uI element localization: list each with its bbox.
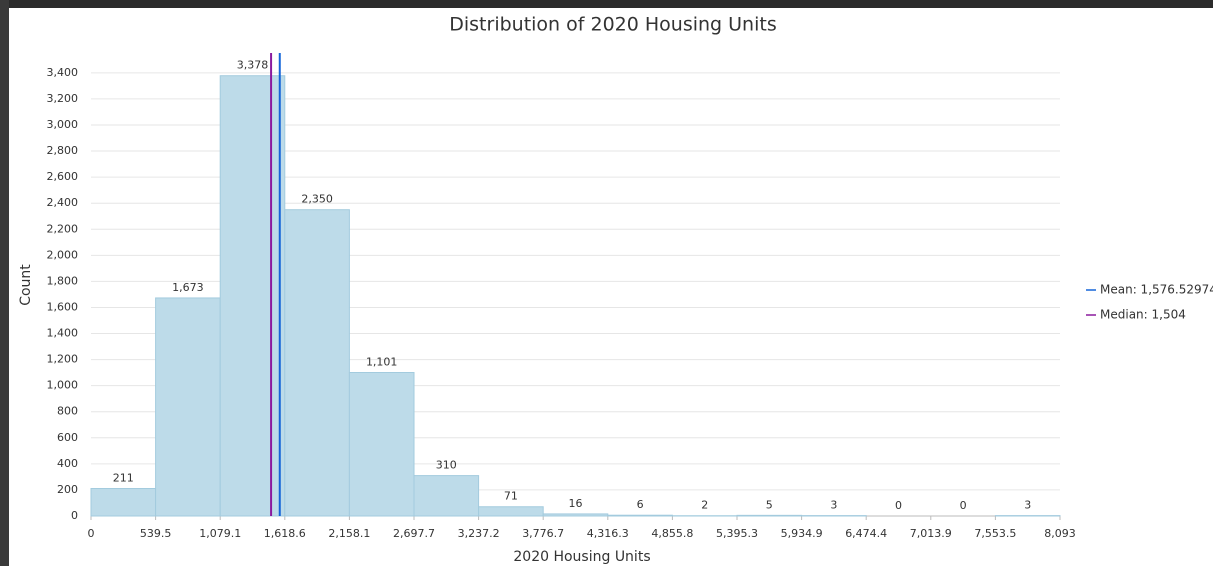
x-tick-label: 3,237.2 xyxy=(458,527,500,540)
value-label: 211 xyxy=(113,471,134,484)
bar xyxy=(90,487,157,517)
bar xyxy=(284,209,350,517)
y-tick-label: 200 xyxy=(57,483,78,496)
value-label: 3,378 xyxy=(237,59,269,72)
x-tick-label: 5,934.9 xyxy=(781,527,823,540)
value-label: 0 xyxy=(895,499,902,512)
x-tick-label: 3,776.7 xyxy=(522,527,564,540)
value-label: 71 xyxy=(504,490,518,503)
y-tick-label: 800 xyxy=(57,405,78,418)
y-tick-label: 2,000 xyxy=(47,248,79,261)
window-left-edge xyxy=(0,0,9,566)
x-tick-label: 7,553.5 xyxy=(974,527,1016,540)
value-label: 0 xyxy=(960,499,967,512)
y-tick-label: 3,000 xyxy=(47,118,79,131)
y-tick-label: 2,800 xyxy=(47,144,79,157)
y-tick-label: 1,200 xyxy=(47,353,79,366)
x-tick-label: 4,316.3 xyxy=(587,527,629,540)
bar xyxy=(478,506,544,517)
y-tick-label: 2,600 xyxy=(47,170,79,183)
x-tick-label: 1,079.1 xyxy=(199,527,241,540)
y-tick-label: 1,400 xyxy=(47,327,79,340)
y-tick-label: 1,600 xyxy=(47,300,79,313)
value-label: 2 xyxy=(701,499,708,512)
y-tick-label: 2,400 xyxy=(47,196,79,209)
legend-label: Median: 1,504 xyxy=(1100,308,1186,322)
x-tick-label: 0 xyxy=(88,527,95,540)
value-label: 3 xyxy=(1024,499,1031,512)
y-tick-label: 0 xyxy=(71,509,78,522)
x-tick-label: 1,618.6 xyxy=(264,527,306,540)
y-axis-title: Count xyxy=(18,264,34,306)
y-tick-label: 3,400 xyxy=(47,66,79,79)
bar xyxy=(348,371,415,517)
x-tick-label: 4,855.8 xyxy=(651,527,693,540)
bar xyxy=(736,514,803,517)
y-tick-label: 400 xyxy=(57,457,78,470)
value-label: 5 xyxy=(766,498,773,511)
x-axis-title: 2020 Housing Units xyxy=(513,549,650,565)
value-label: 3 xyxy=(830,499,837,512)
value-label: 6 xyxy=(637,498,644,511)
chart-title: Distribution of 2020 Housing Units xyxy=(449,14,776,36)
x-tick-label: 6,474.4 xyxy=(845,527,887,540)
value-label: 1,673 xyxy=(172,281,204,294)
y-tick-label: 1,800 xyxy=(47,274,79,287)
value-label: 16 xyxy=(569,497,583,510)
bar xyxy=(542,513,609,517)
x-tick-label: 539.5 xyxy=(140,527,172,540)
y-tick-label: 2,200 xyxy=(47,222,79,235)
value-label: 310 xyxy=(436,459,457,472)
x-tick-label: 7,013.9 xyxy=(910,527,952,540)
window-top-bar xyxy=(0,0,1213,8)
bar xyxy=(155,297,221,517)
bar xyxy=(413,475,480,517)
legend-label: Mean: 1,576.52974 xyxy=(1100,283,1213,297)
bar xyxy=(219,75,286,517)
x-tick-label: 2,158.1 xyxy=(328,527,370,540)
x-tick-label: 2,697.7 xyxy=(393,527,435,540)
y-tick-label: 1,000 xyxy=(47,379,79,392)
x-tick-label: 8,093 xyxy=(1044,527,1076,540)
value-label: 2,350 xyxy=(301,193,333,206)
value-label: 1,101 xyxy=(366,355,398,368)
bar xyxy=(607,514,673,517)
y-tick-label: 3,200 xyxy=(47,92,79,105)
x-tick-label: 5,395.3 xyxy=(716,527,758,540)
y-tick-label: 600 xyxy=(57,431,78,444)
